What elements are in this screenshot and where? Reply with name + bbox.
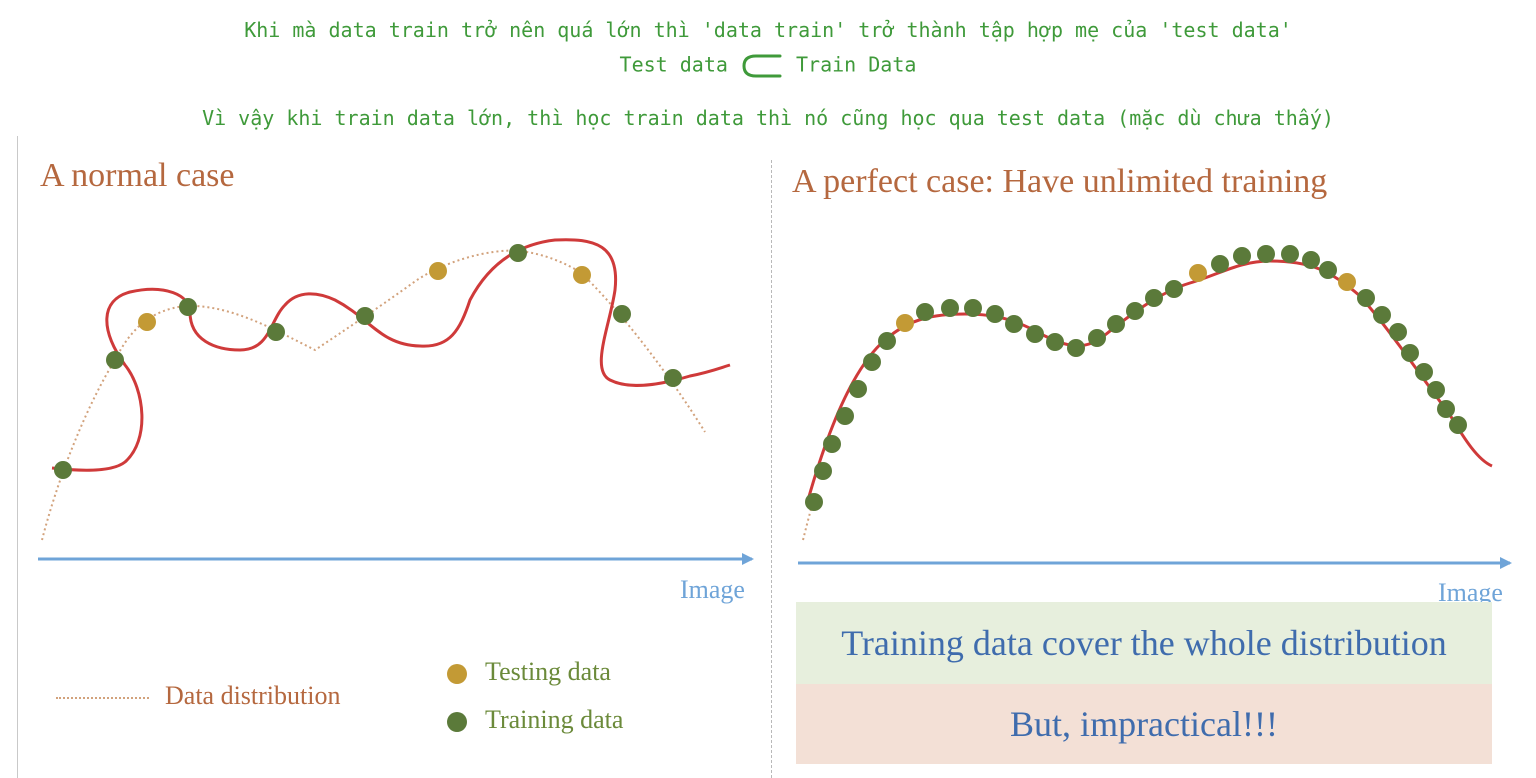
legend-training-label: Training data [485, 705, 624, 734]
testing-point [896, 314, 914, 332]
training-point [1415, 363, 1433, 381]
legend-dotted-line [56, 697, 149, 700]
training-point [1005, 315, 1023, 333]
testing-point [573, 266, 591, 284]
right-testing-points [896, 264, 1356, 332]
training-point [849, 380, 867, 398]
training-point [1026, 325, 1044, 343]
left-training-points [54, 244, 682, 479]
training-point [878, 332, 896, 350]
testing-point [1189, 264, 1207, 282]
training-point [1165, 280, 1183, 298]
testing-point [429, 262, 447, 280]
training-point [941, 299, 959, 317]
right-training-points [805, 245, 1467, 511]
note-test-data: Test data [619, 52, 728, 77]
training-point [1319, 261, 1337, 279]
legend-testing: Testing data [447, 657, 611, 687]
training-point [1389, 323, 1407, 341]
subset-icon [742, 54, 782, 78]
testing-point [138, 313, 156, 331]
panel-divider [771, 160, 772, 778]
training-point [1046, 333, 1064, 351]
training-point [1145, 289, 1163, 307]
training-point [814, 462, 832, 480]
training-point [664, 369, 682, 387]
training-point [1107, 315, 1125, 333]
left-testing-points [138, 262, 591, 331]
testing-dot-icon [447, 664, 467, 685]
left-distribution-curve [41, 249, 706, 541]
legend-training: Training data [447, 705, 623, 735]
training-point [986, 305, 1004, 323]
legend-distribution-label: Data distribution [165, 681, 341, 710]
testing-point [1338, 273, 1356, 291]
training-point [1257, 245, 1275, 263]
training-point [1088, 329, 1106, 347]
training-dot-icon [447, 712, 467, 733]
training-point [1067, 339, 1085, 357]
training-point [1126, 302, 1144, 320]
training-point [1302, 251, 1320, 269]
training-point [613, 305, 631, 323]
training-point [1373, 306, 1391, 324]
training-point [1437, 400, 1455, 418]
legend-distribution: Data distribution [56, 681, 340, 711]
coverage-box: Training data cover the whole distributi… [796, 602, 1492, 684]
left-fit-curve [51, 238, 731, 472]
legend-testing-label: Testing data [485, 657, 611, 686]
training-point [823, 435, 841, 453]
training-point [267, 323, 285, 341]
impractical-box: But, impractical!!! [796, 684, 1492, 764]
training-point [179, 298, 197, 316]
training-point [1211, 255, 1229, 273]
left-panel-title: A normal case [40, 157, 235, 194]
note-line-2: Test data Train Data [0, 52, 1536, 80]
training-point [1281, 245, 1299, 263]
training-point [1357, 289, 1375, 307]
handwritten-notes: Khi mà data train trở nên quá lớn thì 'd… [0, 0, 1536, 135]
note-line-1: Khi mà data train trở nên quá lớn thì 'd… [244, 18, 1292, 42]
training-point [509, 244, 527, 262]
note-train-data: Train Data [796, 52, 917, 77]
training-point [54, 461, 72, 479]
training-point [1233, 247, 1251, 265]
training-point [1449, 416, 1467, 434]
training-point [805, 493, 823, 511]
training-point [836, 407, 854, 425]
training-point [1401, 344, 1419, 362]
training-point [106, 351, 124, 369]
note-line-3: Vì vậy khi train data lớn, thì học train… [202, 106, 1334, 130]
right-panel-title: A perfect case: Have unlimited training [792, 163, 1328, 200]
training-point [863, 353, 881, 371]
training-point [356, 307, 374, 325]
left-axis-label: Image [680, 575, 745, 604]
left-border [17, 136, 18, 778]
training-point [916, 303, 934, 321]
training-point [1427, 381, 1445, 399]
training-point [964, 299, 982, 317]
